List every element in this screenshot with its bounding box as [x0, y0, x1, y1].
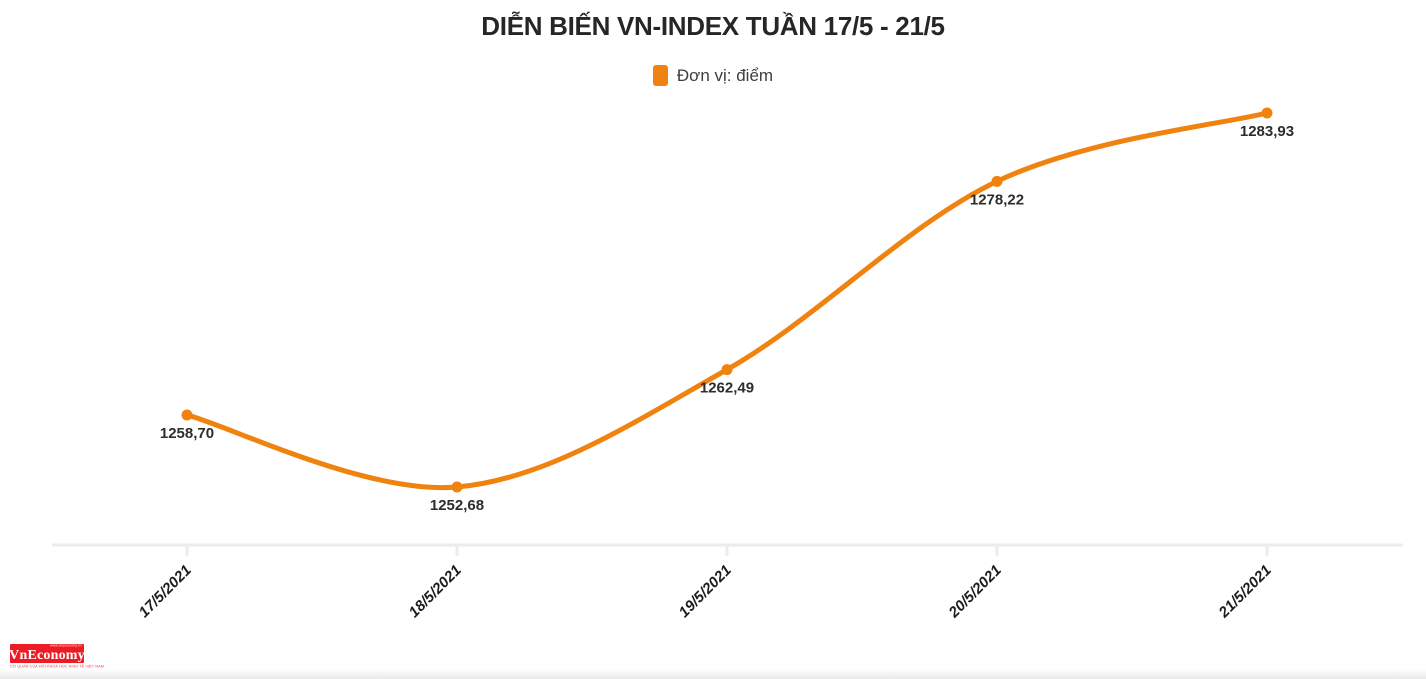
data-point	[1261, 107, 1273, 119]
bottom-edge-shadow	[0, 669, 1426, 679]
data-point-label: 1278,22	[970, 191, 1024, 208]
data-point-label: 1283,93	[1240, 123, 1294, 140]
x-tick-label: 17/5/2021	[136, 562, 195, 621]
data-point-label: 1262,49	[700, 380, 754, 397]
data-point	[991, 175, 1003, 187]
legend-label: Đơn vị: điểm	[676, 65, 774, 85]
x-tick-label: 20/5/2021	[945, 562, 1005, 622]
x-tick-label: 21/5/2021	[1215, 562, 1275, 622]
logo-bottom-tagline: CƠ QUAN CỦA HỘI KHOA HỌC KINH TẾ VIỆT NA…	[10, 665, 104, 669]
x-tick-label: 19/5/2021	[676, 562, 735, 621]
data-point-label: 1252,68	[430, 497, 484, 514]
chart-title: DIỄN BIẾN VN-INDEX TUẦN 17/5 - 21/5	[481, 11, 945, 41]
vn-index-series-line	[184, 110, 1270, 491]
x-tick-label: 18/5/2021	[406, 562, 465, 621]
legend-swatch-icon	[652, 65, 668, 86]
vneconomy-logo-box: www.vneconomy.vn VnEconomy	[9, 644, 85, 663]
data-point	[181, 409, 193, 421]
vneconomy-logo: www.vneconomy.vn VnEconomy CƠ QUAN CỦA H…	[9, 644, 130, 671]
chart-legend: Đơn vị: điểm	[0, 65, 1426, 86]
data-point	[451, 481, 463, 493]
logo-brand-text: VnEconomy	[9, 648, 85, 663]
data-point	[721, 364, 733, 376]
logo-top-tagline: www.vneconomy.vn	[50, 644, 82, 648]
data-point-label: 1258,70	[160, 425, 214, 442]
